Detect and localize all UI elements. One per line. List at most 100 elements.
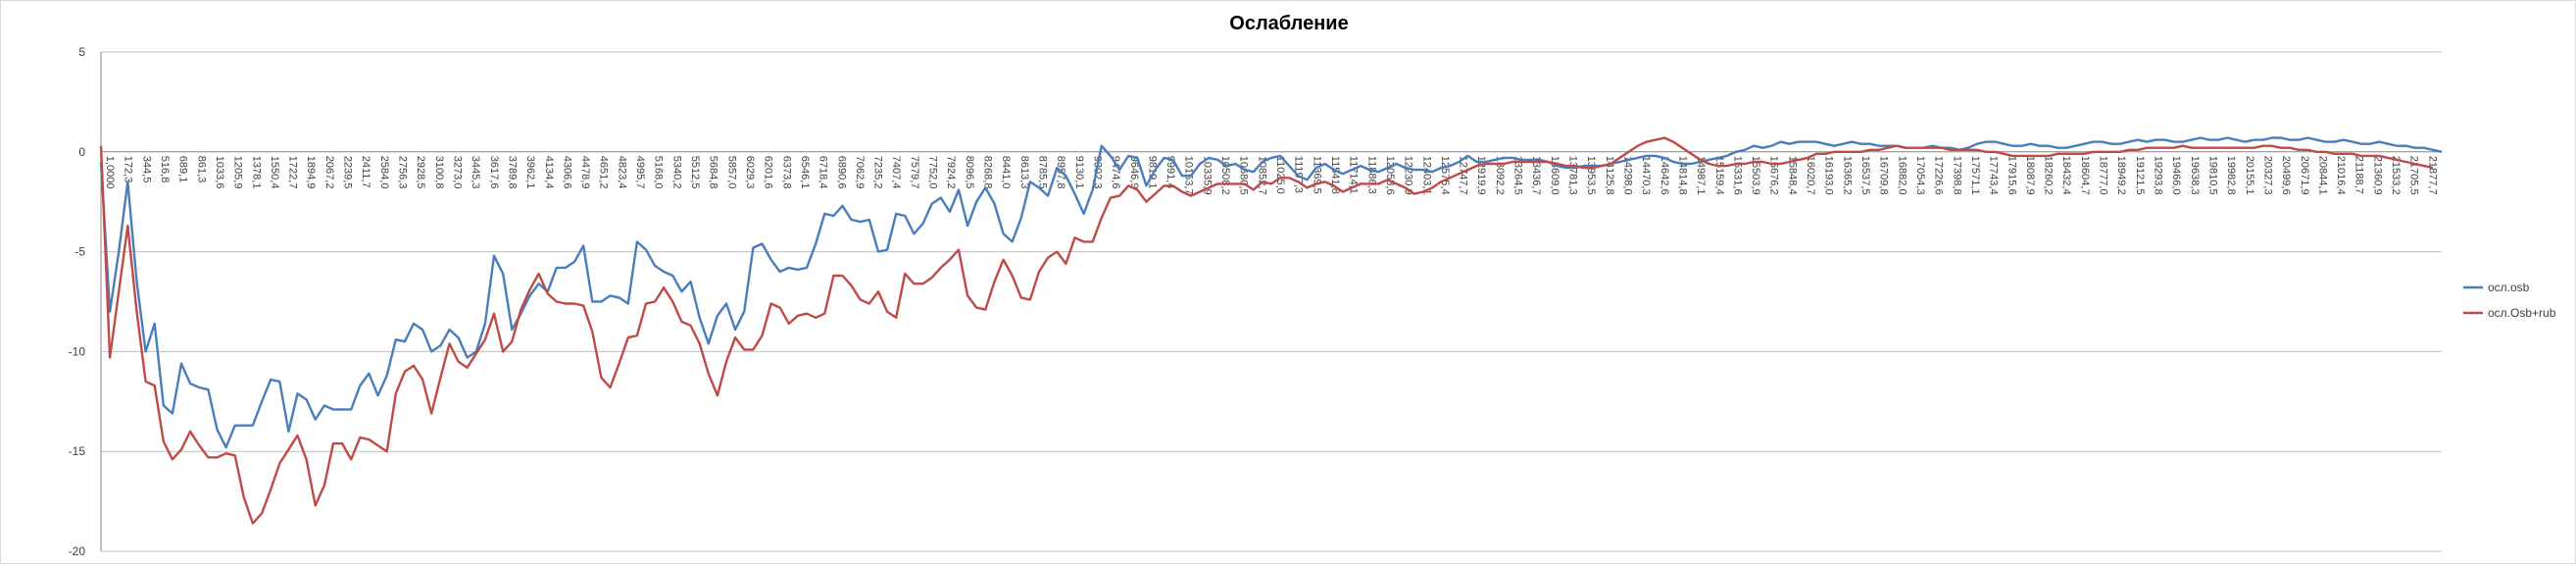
x-tick-label: 6890,6 (835, 156, 847, 189)
x-tick-label: 8785,5 (1036, 156, 1048, 189)
x-tick-label: 3100,8 (433, 156, 445, 189)
x-tick-label: 8441,0 (1000, 156, 1012, 189)
x-tick-label: 17915,6 (2006, 156, 2017, 195)
x-tick-label: 5512,5 (689, 156, 701, 189)
x-tick-label: 20155,1 (2244, 156, 2255, 195)
x-tick-label: 11369,5 (1311, 156, 1322, 194)
x-tick-label: 14642,6 (1659, 156, 1670, 195)
x-tick-label: 15331,6 (1731, 156, 1743, 195)
x-tick-label: 20499,6 (2280, 156, 2292, 195)
series-line-2 (99, 136, 2434, 525)
x-tick-label: 2584,0 (378, 156, 390, 189)
x-tick-label: 19466,0 (2170, 156, 2182, 195)
x-tick-label: 16193,0 (1823, 156, 1835, 195)
x-tick-label: 15848,4 (1786, 156, 1798, 195)
x-tick-label: 8268,8 (982, 156, 994, 189)
x-tick-label: 2239,5 (342, 156, 354, 189)
x-tick-label: 21188,7 (2353, 156, 2365, 194)
legend-label-1: осл.osb (2488, 281, 2530, 294)
x-tick-label: 12575,4 (1439, 156, 1451, 195)
x-tick-label: 4306,6 (561, 156, 572, 189)
x-tick-label: 7062,9 (854, 156, 866, 189)
x-tick-label: 15676,2 (1768, 156, 1780, 195)
x-tick-label: 17398,8 (1951, 156, 1962, 195)
x-tick-label: 21877,7 (2426, 156, 2438, 195)
x-tick-label: 20671,9 (2299, 156, 2310, 195)
x-tick-label: 9646,9 (1128, 156, 1140, 189)
x-tick-label: 2411,7 (360, 156, 372, 188)
x-tick-label: 7924,2 (945, 156, 957, 189)
x-tick-label: 7407,4 (890, 156, 902, 189)
x-tick-label: 1,0000 (104, 156, 116, 189)
x-tick-label: 10680,5 (1238, 156, 1250, 195)
x-tick-label: 13264,5 (1512, 156, 1524, 195)
x-tick-label: 6718,4 (817, 156, 829, 189)
x-tick-label: 4651,2 (598, 156, 610, 189)
y-tick-label: -5 (74, 245, 85, 259)
x-tick-label: 2067,2 (323, 156, 335, 189)
x-tick-label: 1033,6 (214, 156, 225, 189)
x-tick-label: 6546,1 (799, 156, 811, 189)
x-tick-label: 344,5 (140, 156, 152, 183)
x-tick-label: 8613,3 (1018, 156, 1030, 189)
x-tick-label: 16365,2 (1841, 156, 1853, 195)
x-tick-label: 12058,6 (1384, 156, 1396, 195)
x-tick-label: 16882,0 (1896, 156, 1907, 195)
x-tick-label: 14298,0 (1621, 156, 1633, 195)
x-tick-label: 5684,8 (708, 156, 719, 189)
x-tick-label: 13092,2 (1494, 156, 1506, 195)
x-tick-label: 1722,7 (287, 156, 299, 189)
x-tick-label: 8096,5 (964, 156, 975, 189)
x-tick-label: 21705,5 (2408, 156, 2420, 195)
x-tick-label: 16709,8 (1878, 156, 1890, 195)
x-tick-label: 17054,3 (1914, 156, 1926, 195)
x-tick-label: 4995,7 (634, 156, 646, 189)
x-tick-label: 14814,8 (1676, 156, 1688, 195)
x-tick-label: 7752,0 (927, 156, 939, 189)
x-tick-label: 18260,2 (2043, 156, 2055, 195)
x-tick-label: 9991,4 (1164, 156, 1176, 189)
x-tick-label: 1550,4 (269, 156, 280, 189)
x-tick-label: 689,1 (177, 156, 189, 183)
series-line-1 (99, 136, 2443, 449)
x-tick-label: 16020,7 (1805, 156, 1816, 195)
x-tick-label: 18432,4 (2060, 156, 2072, 195)
x-tick-label: 18604,7 (2079, 156, 2091, 195)
x-tick-label: 3962,1 (524, 156, 536, 189)
x-tick-label: 12747,7 (1458, 156, 1469, 195)
x-tick-label: 18777,0 (2098, 156, 2109, 195)
y-tick-label: -10 (69, 344, 86, 358)
legend: осл.osb осл.Osb+rub (2463, 281, 2556, 320)
x-tick-label: 14470,3 (1640, 156, 1652, 195)
x-tick-label: 16537,5 (1859, 156, 1871, 195)
x-tick-label: 10335,9 (1201, 156, 1213, 195)
x-tick-label: 4823,4 (616, 156, 627, 189)
y-axis-ticks: 5 0 -5 -10 -15 -20 (69, 45, 86, 558)
x-tick-label: 3445,3 (470, 156, 481, 189)
x-tick-label: 4134,4 (543, 156, 555, 189)
x-tick-label: 19293,8 (2153, 156, 2164, 195)
x-tick-label: 9130,1 (1073, 156, 1085, 189)
x-tick-label: 13781,3 (1567, 156, 1579, 195)
x-tick-label: 14987,1 (1695, 156, 1707, 195)
x-tick-label: 1894,9 (305, 156, 317, 189)
x-tick-label: 12230,9 (1403, 156, 1414, 195)
x-tick-label: 18087,9 (2024, 156, 2036, 195)
y-tick-label: -20 (69, 544, 86, 558)
y-tick-label: 0 (78, 145, 85, 159)
series-lines (99, 136, 2443, 525)
x-tick-label: 3789,8 (506, 156, 518, 189)
x-axis-ticks: 1,0000 172,3 344,5 516,8 689,1 861,3 1033,6 120… (104, 156, 2438, 195)
x-tick-label: 3617,6 (488, 156, 500, 189)
x-tick-label: 3273,0 (451, 156, 463, 189)
x-tick-label: 18949,2 (2115, 156, 2127, 195)
x-tick-label: 516,8 (159, 156, 171, 183)
x-tick-label: 11714,1 (1348, 156, 1360, 194)
chart-title: Ослабление (1229, 13, 1349, 34)
x-tick-label: 21016,4 (2335, 156, 2347, 195)
x-tick-label: 4478,9 (579, 156, 591, 189)
x-tick-label: 17743,4 (1988, 156, 2000, 195)
x-tick-label: 19121,5 (2134, 156, 2146, 195)
legend-label-2: осл.Osb+rub (2488, 306, 2556, 320)
